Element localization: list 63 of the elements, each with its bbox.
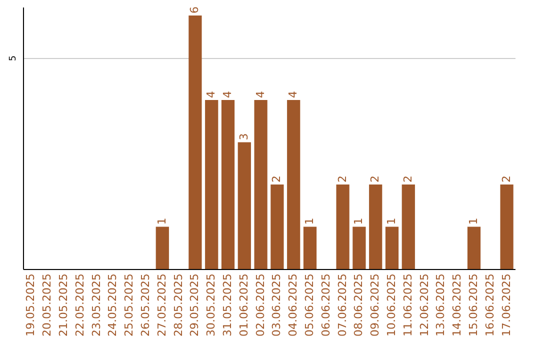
data-label: 1: [155, 218, 168, 225]
bar: [238, 142, 251, 269]
bar: [303, 226, 317, 269]
x-tick-label: 05.06.2025: [303, 274, 316, 336]
bar: [221, 100, 235, 269]
x-tick-label: 21.05.2025: [57, 274, 70, 336]
bar: [467, 226, 481, 269]
data-label: 1: [352, 218, 366, 225]
x-tick-label: 25.05.2025: [122, 274, 136, 336]
data-label: 2: [270, 175, 284, 182]
data-label: 2: [401, 175, 414, 182]
data-label: 1: [303, 218, 316, 225]
bar: [287, 100, 300, 269]
x-tick-label: 11.06.2025: [401, 274, 414, 336]
bar: [254, 100, 268, 269]
x-tick-label: 02.06.2025: [254, 274, 267, 336]
x-tick-label: 14.06.2025: [450, 274, 464, 336]
bar: [336, 184, 350, 269]
x-tick-label: 13.06.2025: [434, 274, 448, 336]
x-tick-label: 15.06.2025: [467, 274, 480, 336]
data-label: 4: [254, 90, 267, 98]
bar: [402, 184, 415, 269]
x-tick-label: 07.06.2025: [336, 274, 349, 336]
x-tick-label: 22.05.2025: [73, 274, 86, 336]
x-tick-label: 31.05.2025: [221, 274, 234, 336]
bar: [156, 226, 169, 269]
x-tick-label: 29.05.2025: [188, 274, 202, 336]
data-label: 1: [385, 218, 398, 225]
x-tick-label: 09.06.2025: [368, 274, 382, 336]
x-tick-label: 06.06.2025: [319, 274, 332, 336]
data-label: 2: [368, 175, 382, 182]
x-tick-label: 10.06.2025: [385, 274, 398, 336]
x-tick-label: 24.05.2025: [106, 274, 120, 336]
x-tick-label: 28.05.2025: [172, 274, 185, 336]
bar: [500, 184, 514, 269]
bar: [369, 184, 382, 269]
x-tick-label: 23.05.2025: [90, 274, 103, 336]
bar: [188, 15, 202, 269]
x-tick-label: 30.05.2025: [204, 274, 218, 336]
data-label: 1: [467, 218, 480, 225]
bar: [385, 226, 399, 269]
data-label: 2: [336, 175, 349, 182]
y-tick-label: 5: [8, 55, 18, 62]
x-tick-label: 27.05.2025: [155, 274, 168, 336]
x-tick-label: 03.06.2025: [270, 274, 284, 336]
data-label: 4: [286, 90, 300, 98]
bar: [270, 184, 284, 269]
bar: [352, 226, 366, 269]
data-label: 4: [204, 90, 218, 98]
x-tick-label: 08.06.2025: [352, 274, 366, 336]
data-label: 3: [237, 133, 250, 140]
x-tick-label: 01.06.2025: [237, 274, 250, 336]
data-label: 6: [188, 6, 202, 14]
data-label: 4: [221, 90, 234, 98]
x-tick-label: 12.06.2025: [418, 274, 431, 336]
x-tick-label: 04.06.2025: [286, 274, 300, 336]
x-tick-label: 17.06.2025: [500, 274, 513, 336]
x-tick-label: 16.06.2025: [483, 274, 496, 336]
x-tick-label: 26.05.2025: [139, 274, 152, 336]
x-tick-label: 20.05.2025: [40, 274, 54, 336]
bar: [205, 100, 218, 269]
data-label: 2: [500, 175, 513, 182]
x-tick-label: 19.05.2025: [24, 274, 38, 336]
